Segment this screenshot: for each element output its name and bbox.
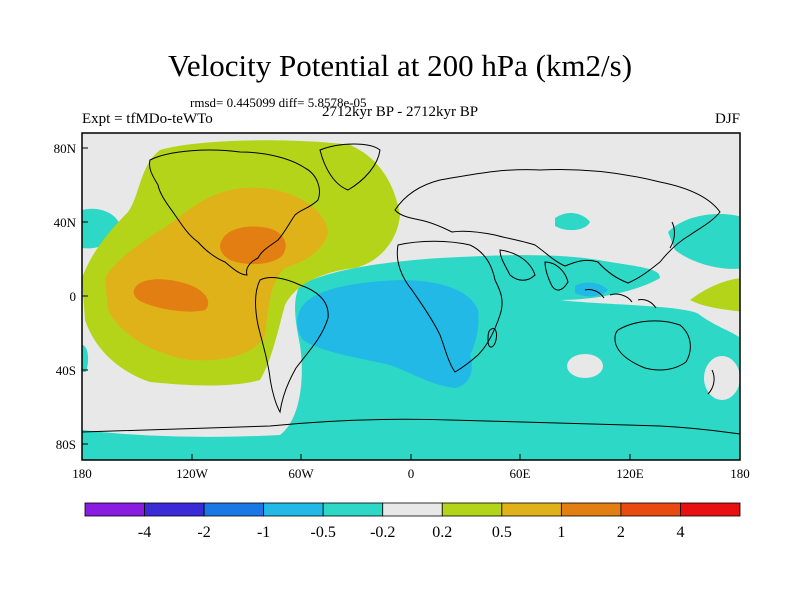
colorbar: -4 -2 -1 -0.5 -0.2 0.2 0.5 1 2 4 xyxy=(84,502,741,541)
colorbar-swatch-6 xyxy=(441,502,503,517)
lat-axis: 80N 40N 0 40S 80S xyxy=(54,141,88,452)
lat-tick-0: 0 xyxy=(70,289,77,304)
contour-hole-2 xyxy=(704,356,740,400)
map-title: Velocity Potential at 200 hPa (km2/s) xyxy=(167,48,633,83)
colorbar-label-1: -2 xyxy=(197,524,210,541)
lon-tick-60w: 60W xyxy=(288,466,314,481)
contour-neg-0.5 xyxy=(297,280,479,388)
colorbar-swatch-4 xyxy=(322,502,384,517)
contour-neg-0.2-epac xyxy=(668,214,740,269)
period-label: 2712kyr BP - 2712kyr BP xyxy=(322,104,479,120)
contour-neg-0.2-mideast xyxy=(555,213,590,231)
contour-hole-1 xyxy=(567,354,603,378)
map-plot-area xyxy=(82,133,740,460)
lon-tick-180w: 180 xyxy=(72,466,92,481)
colorbar-label-0: -4 xyxy=(138,524,151,541)
colorbar-swatch-3 xyxy=(263,502,324,517)
colorbar-swatch-9 xyxy=(620,502,681,517)
stats-label: rmsd= 0.445099 diff= 5.8578e-05 xyxy=(190,95,367,110)
colorbar-swatch-8 xyxy=(560,502,622,517)
lon-tick-0: 0 xyxy=(408,466,415,481)
lon-axis: 180 120W 60W 0 60E 120E 180 xyxy=(72,454,750,481)
lat-tick-80n: 80N xyxy=(54,141,77,156)
coastlines xyxy=(82,143,740,435)
contour-neg-0.2-spac xyxy=(82,345,89,372)
colorbar-swatch-10 xyxy=(680,502,741,517)
colorbar-swatch-1 xyxy=(144,502,205,517)
lat-tick-40s: 40S xyxy=(56,363,76,378)
colorbar-label-8: 2 xyxy=(617,524,625,541)
contour-pos-0.2-right xyxy=(690,278,740,312)
colorbar-label-5: 0.2 xyxy=(432,524,452,541)
colorbar-swatch-5 xyxy=(382,502,443,517)
colorbar-label-4: -0.2 xyxy=(370,524,395,541)
colorbar-label-9: 4 xyxy=(676,524,684,541)
lon-tick-120e: 120E xyxy=(616,466,644,481)
lon-tick-180e: 180 xyxy=(730,466,750,481)
contour-pos-1-caribbean xyxy=(220,226,286,265)
lon-tick-120w: 120W xyxy=(176,466,209,481)
colorbar-swatch-0 xyxy=(84,502,145,517)
colorbar-label-3: -0.5 xyxy=(311,524,336,541)
colorbar-swatch-2 xyxy=(203,502,265,517)
contour-pos-1-epac xyxy=(133,279,209,312)
colorbar-label-7: 1 xyxy=(557,524,565,541)
colorbar-swatch-7 xyxy=(501,502,562,517)
contour-neg-0.2-south xyxy=(82,430,300,460)
lon-tick-60e: 60E xyxy=(510,466,531,481)
experiment-label: Expt = tfMDo-teWTo xyxy=(82,111,213,127)
lat-tick-40n: 40N xyxy=(54,215,77,230)
lat-tick-80s: 80S xyxy=(56,437,76,452)
season-label: DJF xyxy=(714,111,740,127)
colorbar-label-2: -1 xyxy=(257,524,270,541)
colorbar-label-6: 0.5 xyxy=(492,524,512,541)
